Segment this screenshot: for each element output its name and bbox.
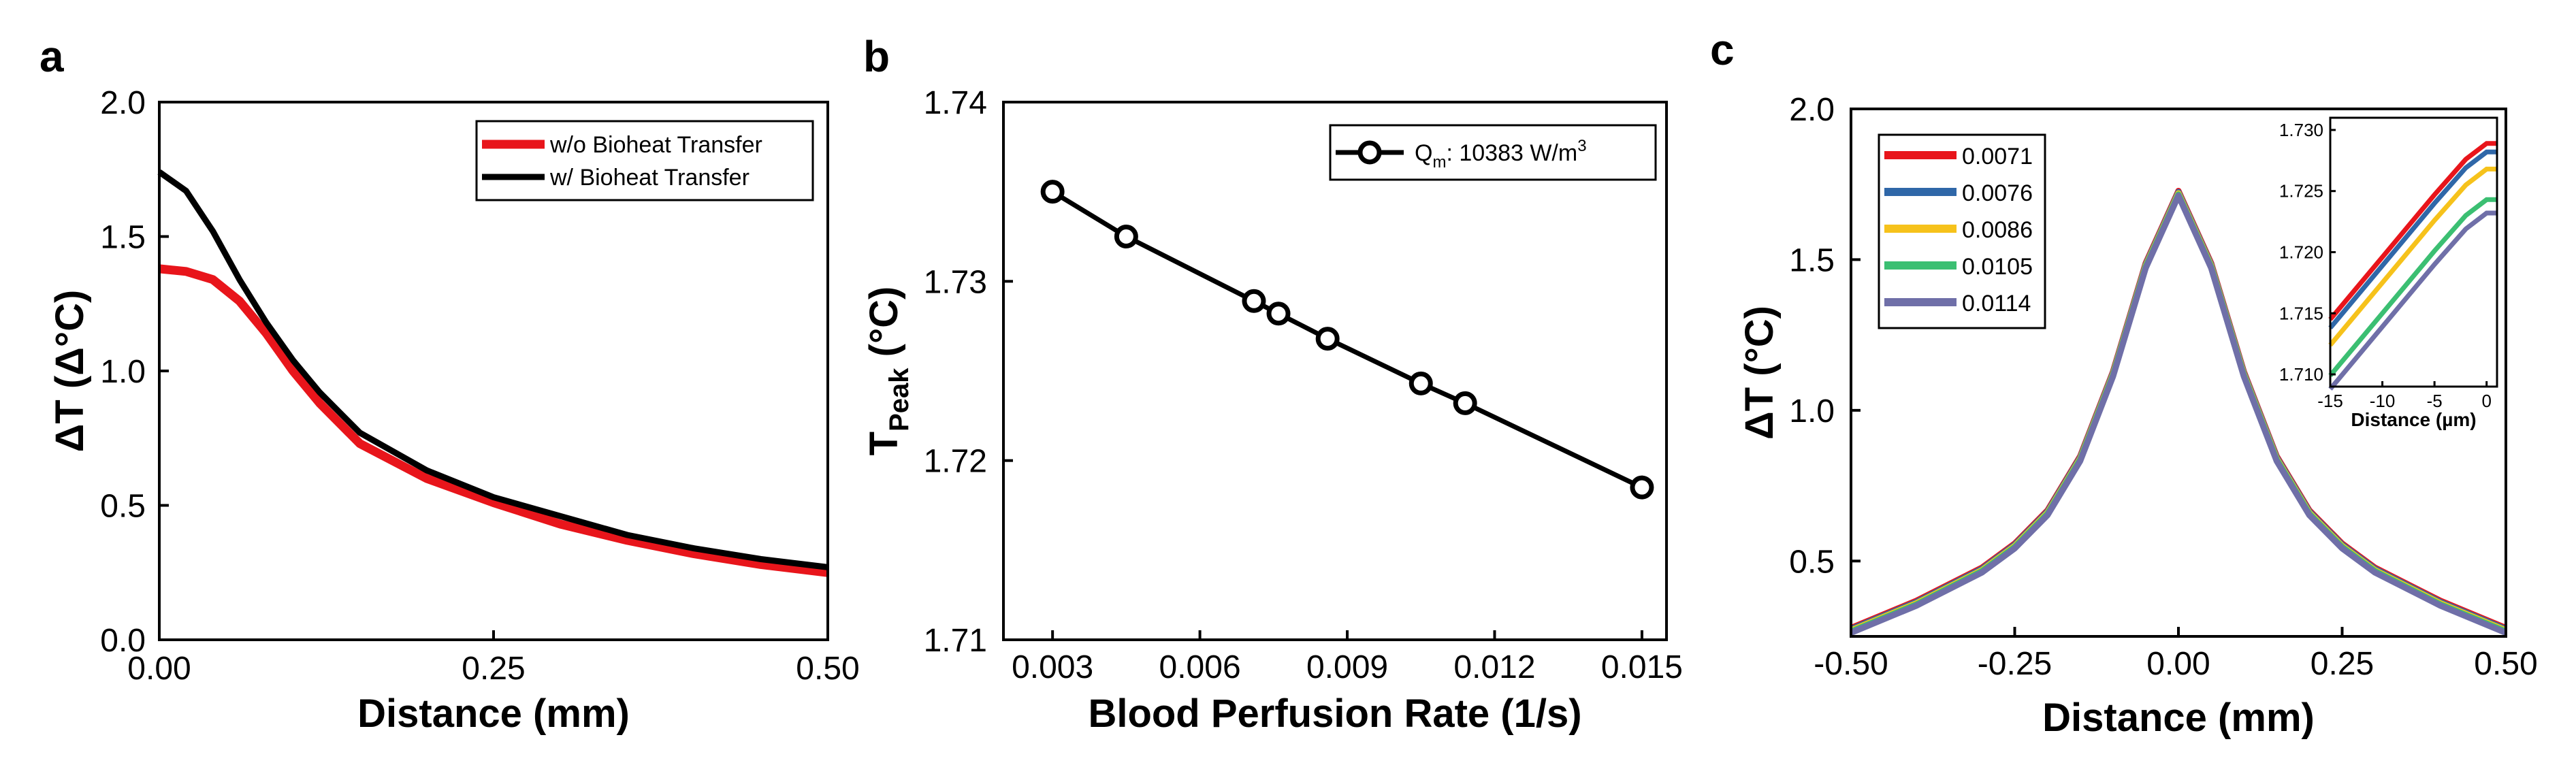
inset-ytick-label: 1.710 [2279,364,2323,385]
chart-c-xtick-label: 0.25 [2311,646,2374,682]
data-point [1242,289,1266,313]
inset-series-line-0.0076 [2328,149,2497,330]
chart-c-ytick-label: 0.5 [1789,544,1835,580]
chart-c-xtick-label: 0.00 [2146,646,2210,682]
chart-a-legend: w/o Bioheat Transfer w/ Bioheat Transfer [475,120,814,201]
data-point [1630,475,1654,500]
chart-a-xlabel: Distance (mm) [357,692,630,736]
data-point [1408,371,1433,395]
inset-xtick-label: -15 [2317,391,2343,411]
chart-a-xtick-label: 0.25 [462,651,525,687]
chart-c-legend-label: 0.0086 [1962,217,2033,243]
inset-series-line-0.0114 [2328,210,2497,391]
chart-b-ytick-label: 1.73 [924,264,987,300]
inset-xlabel: Distance (µm) [2351,409,2476,430]
chart-b-legend-marker [1357,140,1382,165]
inset-ytick-label: 1.715 [2279,303,2323,323]
chart-a-ylabel: ΔT (Δ°C) [48,290,92,453]
chart-c-inset: -15 -10 -5 0 1.710 1.715 1.720 1.725 1.730 Distan… [2279,116,2498,430]
chart-b-ytick-label: 1.74 [924,85,987,121]
chart-b-xtick-label: 0.003 [1012,649,1093,685]
chart-c-ytick-label: 2.0 [1789,92,1835,128]
data-point [1315,327,1340,351]
data-point [1040,180,1065,204]
chart-a-ytick-label: 2.0 [100,85,146,121]
chart-b-xtick-label: 0.012 [1453,649,1535,685]
chart-b-xtick-label: 0.006 [1159,649,1241,685]
chart-b: 0.003 0.006 0.009 0.012 0.015 1.71 1.72 1.73 1.7… [862,85,1683,736]
chart-a-ytick-label: 0.0 [100,623,146,659]
inset-ytick-label: 1.730 [2279,120,2323,140]
chart-c-xlabel: Distance (mm) [2042,696,2315,740]
data-point [1266,302,1291,326]
chart-a-xtick-label: 0.00 [127,651,191,687]
panel-label-c: c [1710,25,1735,74]
chart-b-ytick-label: 1.72 [924,444,987,480]
chart-b-xlabel: Blood Perfusion Rate (1/s) [1088,692,1581,736]
chart-b-legend-label: Qm: 10383 W/m3 [1415,137,1587,172]
inset-xtick-label: 0 [2481,391,2491,411]
chart-c-legend-label: 0.0105 [1962,254,2033,280]
inset-ytick-label: 1.720 [2279,242,2323,263]
chart-c-xtick-label: -0.25 [1978,646,2052,682]
chart-b-xtick-label: 0.009 [1306,649,1388,685]
data-point [1453,391,1477,415]
panel-label-a: a [39,32,64,81]
chart-a-legend-label: w/ Bioheat Transfer [549,165,750,191]
chart-c-legend-label: 0.0071 [1962,144,2033,169]
series-line-without-bioheat [159,264,828,577]
panel-label-b: b [863,32,890,81]
chart-c-legend: 0.0071 0.0076 0.0086 0.0105 0.0114 [1878,133,2046,329]
inset-series-line-0.0086 [2328,166,2497,347]
data-point [1114,225,1138,248]
series-line-0.0114 [1850,193,2507,636]
inset-xtick-label: -10 [2370,391,2396,411]
chart-a-ytick-label: 1.0 [100,354,146,390]
chart-c-ytick-label: 1.0 [1789,393,1835,429]
chart-a-legend-label: w/o Bioheat Transfer [549,132,762,158]
chart-a-xtick-label: 0.50 [796,651,859,687]
chart-b-legend: Qm: 10383 W/m3 [1329,124,1657,181]
chart-c-xtick-label: -0.50 [1814,646,1888,682]
chart-b-xtick-label: 0.015 [1601,649,1683,685]
chart-c-xtick-label: 0.50 [2474,646,2537,682]
inset-series-line-0.0105 [2328,197,2497,378]
chart-a: 0.00 0.25 0.50 0.0 0.5 1.0 1.5 2.0 Distance (mm)… [48,85,860,736]
chart-a-ytick-label: 0.5 [100,489,146,525]
chart-c: -0.50 -0.25 0.00 0.25 0.50 0.5 1.0 1.5 2.0 Distan… [1737,92,2538,740]
series-line-tpeak [1051,189,1643,490]
chart-c-legend-label: 0.0076 [1962,180,2033,206]
chart-c-ylabel: ΔT (°C) [1737,306,1782,440]
chart-c-legend-label: 0.0114 [1962,291,2031,316]
chart-a-ytick-label: 1.5 [100,220,146,256]
chart-b-ylabel: TPeak (°C) [862,287,914,456]
chart-c-ytick-label: 1.5 [1789,242,1835,278]
chart-a-legend-box [475,120,814,201]
chart-b-frame [1002,101,1668,641]
inset-xtick-label: -5 [2427,391,2443,411]
inset-ytick-label: 1.725 [2279,181,2323,201]
series-line-with-bioheat [157,169,828,570]
inset-series-line-0.0071 [2328,141,2497,321]
chart-b-ytick-label: 1.71 [924,623,987,659]
